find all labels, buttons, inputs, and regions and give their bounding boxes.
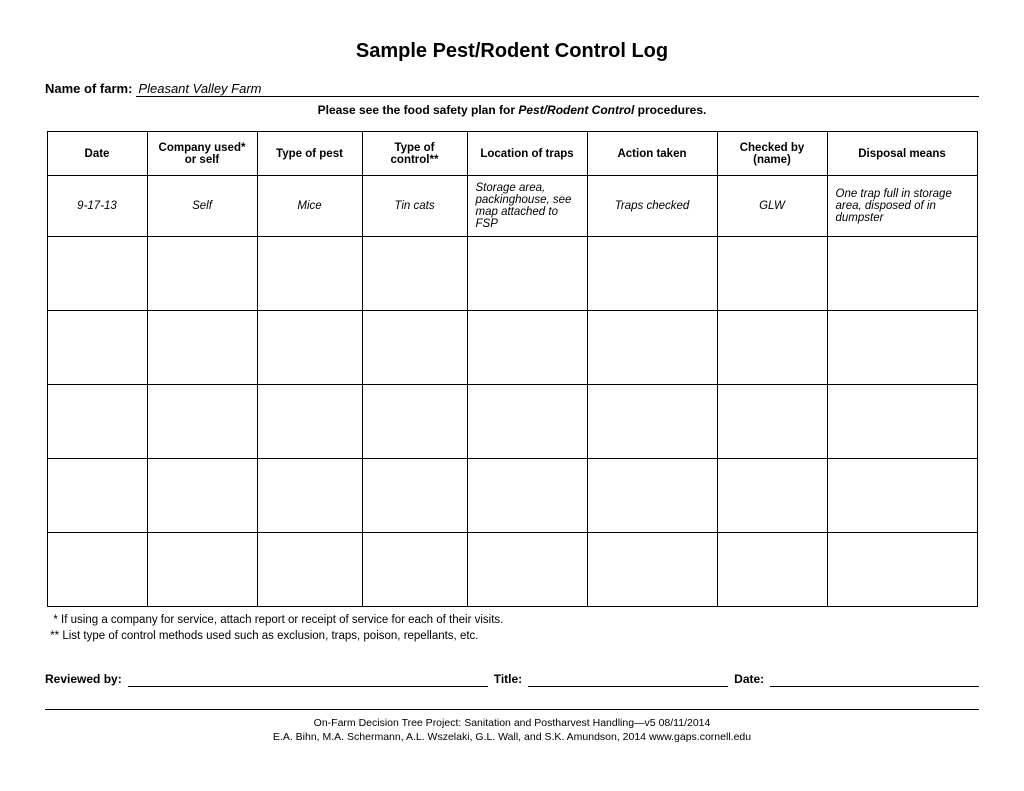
col-header-company: Company used* or self [147,132,257,176]
cell-checked: GLW [717,176,827,237]
empty-cell [147,311,257,385]
empty-cell [362,533,467,607]
empty-cell [587,533,717,607]
instruction-emphasis: Pest/Rodent Control [518,103,634,117]
empty-cell [257,533,362,607]
empty-cell [362,459,467,533]
empty-cell [147,385,257,459]
empty-cell [587,385,717,459]
empty-cell [717,533,827,607]
review-row: Reviewed by: Title: Date: [45,672,979,687]
table-row: 9-17-13 Self Mice Tin cats Storage area,… [47,176,977,237]
title-label: Title: [494,672,522,686]
empty-cell [257,237,362,311]
empty-cell [827,237,977,311]
reviewed-by-label: Reviewed by: [45,672,122,686]
date-blank [770,672,979,687]
empty-cell [717,459,827,533]
col-header-control: Type of control** [362,132,467,176]
empty-cell [147,459,257,533]
empty-cell [587,459,717,533]
cell-date: 9-17-13 [47,176,147,237]
farm-name-label: Name of farm: [45,81,132,96]
instruction-text: Please see the food safety plan for Pest… [45,103,979,117]
empty-cell [717,237,827,311]
reviewed-by-blank [128,672,488,687]
empty-cell [147,533,257,607]
table-header-row: Date Company used* or self Type of pest … [47,132,977,176]
col-header-date: Date [47,132,147,176]
empty-cell [467,533,587,607]
footnote-1: * If using a company for service, attach… [47,613,977,629]
empty-cell [827,459,977,533]
title-blank [528,672,728,687]
footer-line-2: E.A. Bihn, M.A. Schermann, A.L. Wszelaki… [45,730,979,744]
cell-pest: Mice [257,176,362,237]
cell-company: Self [147,176,257,237]
cell-location: Storage area, packinghouse, see map atta… [467,176,587,237]
footnote-2: ** List type of control methods used suc… [47,629,977,645]
empty-cell [827,385,977,459]
col-header-disposal: Disposal means [827,132,977,176]
cell-control: Tin cats [362,176,467,237]
table-row [47,533,977,607]
instruction-prefix: Please see the food safety plan for [318,103,519,117]
empty-cell [47,237,147,311]
empty-cell [717,385,827,459]
footnotes: * If using a company for service, attach… [47,613,977,644]
empty-cell [257,385,362,459]
col-header-checked: Checked by (name) [717,132,827,176]
date-label: Date: [734,672,764,686]
col-header-pest: Type of pest [257,132,362,176]
empty-cell [147,237,257,311]
empty-cell [827,311,977,385]
empty-cell [362,311,467,385]
instruction-suffix: procedures. [634,103,706,117]
empty-cell [467,459,587,533]
empty-cell [47,459,147,533]
cell-disposal: One trap full in storage area, disposed … [827,176,977,237]
empty-cell [467,385,587,459]
empty-cell [587,237,717,311]
empty-cell [47,385,147,459]
empty-cell [827,533,977,607]
table-row [47,311,977,385]
page-footer: On-Farm Decision Tree Project: Sanitatio… [45,709,979,744]
table-row [47,237,977,311]
empty-cell [362,237,467,311]
table-row [47,459,977,533]
empty-cell [257,311,362,385]
footer-line-1: On-Farm Decision Tree Project: Sanitatio… [45,716,979,730]
empty-cell [257,459,362,533]
col-header-location: Location of traps [467,132,587,176]
cell-action: Traps checked [587,176,717,237]
empty-cell [47,311,147,385]
empty-cell [587,311,717,385]
empty-cell [362,385,467,459]
empty-cell [467,237,587,311]
farm-name-row: Name of farm: Pleasant Valley Farm [45,81,979,97]
table-row [47,385,977,459]
col-header-action: Action taken [587,132,717,176]
page-title: Sample Pest/Rodent Control Log [45,40,979,63]
empty-cell [47,533,147,607]
empty-cell [717,311,827,385]
farm-name-value: Pleasant Valley Farm [136,81,979,97]
empty-cell [467,311,587,385]
log-table: Date Company used* or self Type of pest … [47,131,978,607]
